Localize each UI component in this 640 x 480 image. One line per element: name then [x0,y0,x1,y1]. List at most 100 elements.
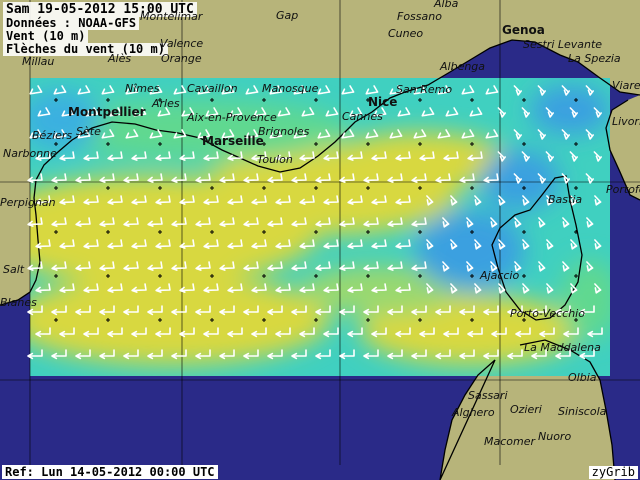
wind-arrow [371,283,387,293]
wind-arrow [173,85,187,95]
grid-marker [314,98,318,102]
wind-arrow [395,195,411,205]
grid-marker [470,274,474,278]
wind-arrow [347,195,363,205]
wind-arrow [75,349,91,360]
wind-arrow [490,261,498,272]
wind-arrow [539,327,555,338]
wind-arrow [371,239,387,249]
wind-arrow [83,239,99,249]
wind-arrow [155,327,171,338]
grid-marker [314,274,318,278]
wind-arrow [413,85,427,95]
wind-arrow [341,85,355,95]
wind-arrow [299,195,315,205]
wind-arrow [371,327,387,338]
wind-arrow [315,349,331,360]
wind-arrow [51,349,67,360]
wind-arrow [443,151,459,161]
wind-arrow [315,305,331,316]
wind-arrow [77,85,91,95]
wind-arrow [125,129,139,139]
wind-arrow [83,327,99,338]
wind-arrow [347,239,363,249]
wind-arrow [419,151,435,161]
wind-arrow [269,129,283,139]
wind-arrow [101,129,115,139]
wind-arrow [387,173,403,183]
grid-marker [106,230,110,234]
wind-arrow [171,305,187,316]
city-label: Béziers [32,129,73,142]
wind-arrow [531,305,547,316]
land-italy [606,95,640,200]
wind-arrow [229,107,243,117]
wind-arrow [497,107,506,118]
wind-arrow [291,173,307,183]
wind-arrow [537,129,546,140]
city-label: Perpignan [0,196,56,209]
grid-marker [158,98,162,102]
wind-arrow [83,283,99,293]
wind-arrow [522,239,530,250]
wind-arrow [497,151,506,162]
wind-arrow [459,173,475,183]
wind-arrow [245,85,259,95]
wind-arrow [51,305,67,316]
grid-marker [574,318,578,322]
wind-arrow [251,195,267,205]
city-label: Montpellier [68,105,146,119]
grid-marker [262,230,266,234]
forecast-datetime: Sam 19-05-2012 15:00 UTC [3,2,197,17]
grid-marker [366,318,370,322]
wind-arrow [491,327,507,338]
wind-arrow [107,239,123,249]
city-label: Alghero [452,406,495,419]
city-label: Fossano [397,10,442,23]
wind-arrow [61,107,75,117]
grid-marker [522,186,526,190]
grid-marker [262,142,266,146]
city-label: Marseille [202,134,264,148]
wind-arrow [435,305,451,316]
wind-arrow [101,85,115,95]
wind-arrow [474,239,482,250]
city-label: Blanes [0,296,37,309]
wind-arrow [537,173,546,184]
wind-arrow [219,349,235,360]
wind-arrow [35,327,51,338]
wind-arrow [203,195,219,205]
wind-arrow [467,327,483,338]
wind-arrow [275,151,291,161]
wind-arrow [395,327,411,338]
city-label: Cavaillon [187,82,238,95]
city-label: Albenga [440,60,486,73]
wind-arrow [131,151,147,161]
wind-arrow [227,283,243,293]
wind-arrows [27,85,603,360]
grid-marker [574,274,578,278]
city-label: Genoa [502,23,545,37]
wind-arrow [149,129,163,139]
city-label: Sestri Levante [523,38,603,51]
wind-arrow [545,107,554,118]
wind-arrow [347,283,363,293]
wind-arrow [83,151,99,161]
wind-arrow [521,107,530,118]
wind-arrow [107,195,123,205]
wind-arrow [594,195,602,206]
wind-arrow [269,85,283,95]
wind-arrow [29,129,43,139]
grid-marker [106,98,110,102]
wind-arrow [317,85,331,95]
city-label: Manosque [262,82,319,95]
city-label: Narbonne [3,147,57,160]
wind-arrow [579,349,595,360]
wind-arrow [483,349,499,360]
wind-arrow [131,195,147,205]
grid-marker [366,98,370,102]
wind-arrow [131,239,147,249]
wind-arrow [467,151,483,161]
wind-arrow [251,327,267,338]
wind-arrow [267,261,283,271]
